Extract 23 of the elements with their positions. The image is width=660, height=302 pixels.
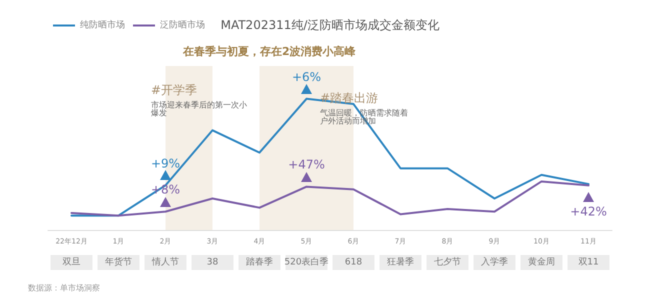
text: 在春季与初夏，存在2波消费小高峰 [182, 45, 357, 58]
text: 双旦 [62, 256, 80, 268]
text: 520表白季 [284, 256, 329, 268]
text: 黄金周 [528, 256, 555, 268]
annotation: 市场迎来春季后的第一次小爆发 [151, 100, 247, 118]
text: 七夕节 [434, 256, 461, 268]
legend-label: 纯防晒市场 [80, 20, 125, 30]
text: #开学季 [151, 83, 198, 97]
legend-label: 泛防晒市场 [160, 20, 205, 30]
annotation: +9% [150, 156, 180, 170]
text: 数据源：单市场洞察 [28, 284, 100, 292]
annotation: +6% [292, 70, 322, 84]
text: 狂暑季 [387, 256, 414, 268]
text: 踏春季 [246, 256, 273, 268]
chart-title: MAT202311纯/泛防晒市场成交金额变化 [220, 18, 440, 32]
text: 年货节 [105, 256, 132, 268]
text: 入学季 [481, 256, 508, 268]
annotation: +42% [570, 204, 607, 218]
text: 双11 [578, 258, 599, 268]
text: 38 [206, 258, 218, 268]
text: 618 [344, 258, 362, 268]
text: 情人节 [151, 256, 179, 268]
annotation: +47% [288, 158, 325, 172]
